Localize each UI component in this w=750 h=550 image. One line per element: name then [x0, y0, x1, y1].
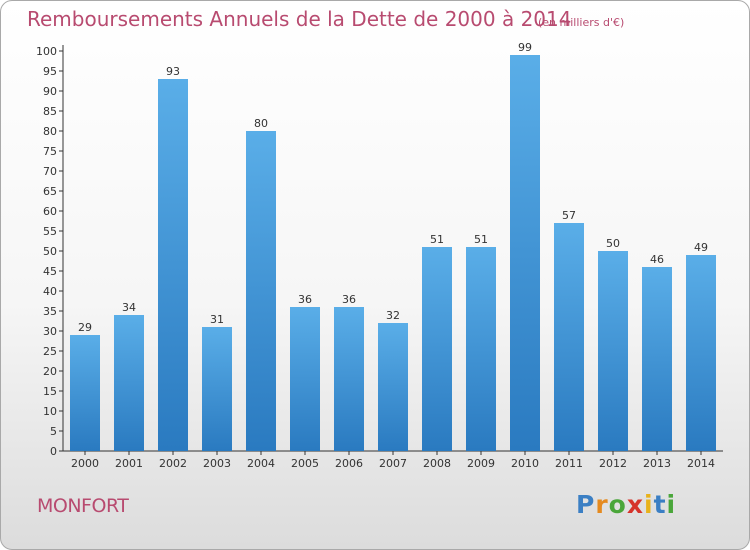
bar-value-label: 31: [210, 313, 224, 326]
x-tick-label: 2002: [159, 457, 187, 470]
bar-value-label: 51: [474, 233, 488, 246]
y-tick-label: 10: [43, 405, 57, 418]
y-tick-label: 20: [43, 365, 57, 378]
bar-2002: [158, 79, 188, 451]
chart-subtitle: (en milliers d'€): [538, 16, 625, 29]
proxiti-logo: Proxiti: [576, 490, 677, 519]
y-tick-label: 95: [43, 65, 57, 78]
x-tick-label: 2004: [247, 457, 275, 470]
y-tick-label: 40: [43, 285, 57, 298]
x-tick-label: 2003: [203, 457, 231, 470]
bar-value-label: 99: [518, 41, 532, 54]
bar-value-label: 57: [562, 209, 576, 222]
y-tick-label: 85: [43, 105, 57, 118]
bar-2003: [202, 327, 232, 451]
bar-2010: [510, 55, 540, 451]
bar-value-label: 46: [650, 253, 664, 266]
bar-2008: [422, 247, 452, 451]
bar-value-label: 49: [694, 241, 708, 254]
chart-title: Remboursements Annuels de la Dette de 20…: [27, 7, 572, 31]
x-tick-label: 2014: [687, 457, 715, 470]
y-tick-label: 35: [43, 305, 57, 318]
y-tick-label: 90: [43, 85, 57, 98]
x-tick-label: 2008: [423, 457, 451, 470]
location-label: MONFORT: [37, 495, 129, 517]
y-tick-label: 5: [50, 425, 57, 438]
bar-value-label: 36: [298, 293, 312, 306]
x-tick-label: 2006: [335, 457, 363, 470]
y-tick-label: 100: [36, 45, 57, 58]
bar-value-label: 93: [166, 65, 180, 78]
bar-2004: [246, 131, 276, 451]
y-tick-label: 60: [43, 205, 57, 218]
y-tick-label: 30: [43, 325, 57, 338]
y-tick-label: 75: [43, 145, 57, 158]
bar-2001: [114, 315, 144, 451]
bar-value-label: 51: [430, 233, 444, 246]
bar-2014: [686, 255, 716, 451]
y-tick-label: 55: [43, 225, 57, 238]
x-tick-label: 2013: [643, 457, 671, 470]
y-tick-label: 45: [43, 265, 57, 278]
bar-value-label: 36: [342, 293, 356, 306]
y-tick-label: 80: [43, 125, 57, 138]
y-tick-label: 65: [43, 185, 57, 198]
bar-2013: [642, 267, 672, 451]
bar-2006: [334, 307, 364, 451]
bar-value-label: 32: [386, 309, 400, 322]
x-tick-label: 2012: [599, 457, 627, 470]
bar-2005: [290, 307, 320, 451]
bar-value-label: 80: [254, 117, 268, 130]
bar-2012: [598, 251, 628, 451]
x-tick-label: 2001: [115, 457, 143, 470]
x-tick-label: 2010: [511, 457, 539, 470]
bar-value-label: 34: [122, 301, 136, 314]
bar-2007: [378, 323, 408, 451]
bar-2011: [554, 223, 584, 451]
y-tick-label: 25: [43, 345, 57, 358]
x-tick-label: 2005: [291, 457, 319, 470]
y-tick-label: 70: [43, 165, 57, 178]
y-tick-label: 15: [43, 385, 57, 398]
x-tick-label: 2007: [379, 457, 407, 470]
y-tick-label: 0: [50, 445, 57, 458]
bar-value-label: 50: [606, 237, 620, 250]
bar-value-label: 29: [78, 321, 92, 334]
bar-2000: [70, 335, 100, 451]
y-tick-label: 50: [43, 245, 57, 258]
bar-2009: [466, 247, 496, 451]
x-tick-label: 2009: [467, 457, 495, 470]
x-tick-label: 2000: [71, 457, 99, 470]
x-tick-label: 2011: [555, 457, 583, 470]
